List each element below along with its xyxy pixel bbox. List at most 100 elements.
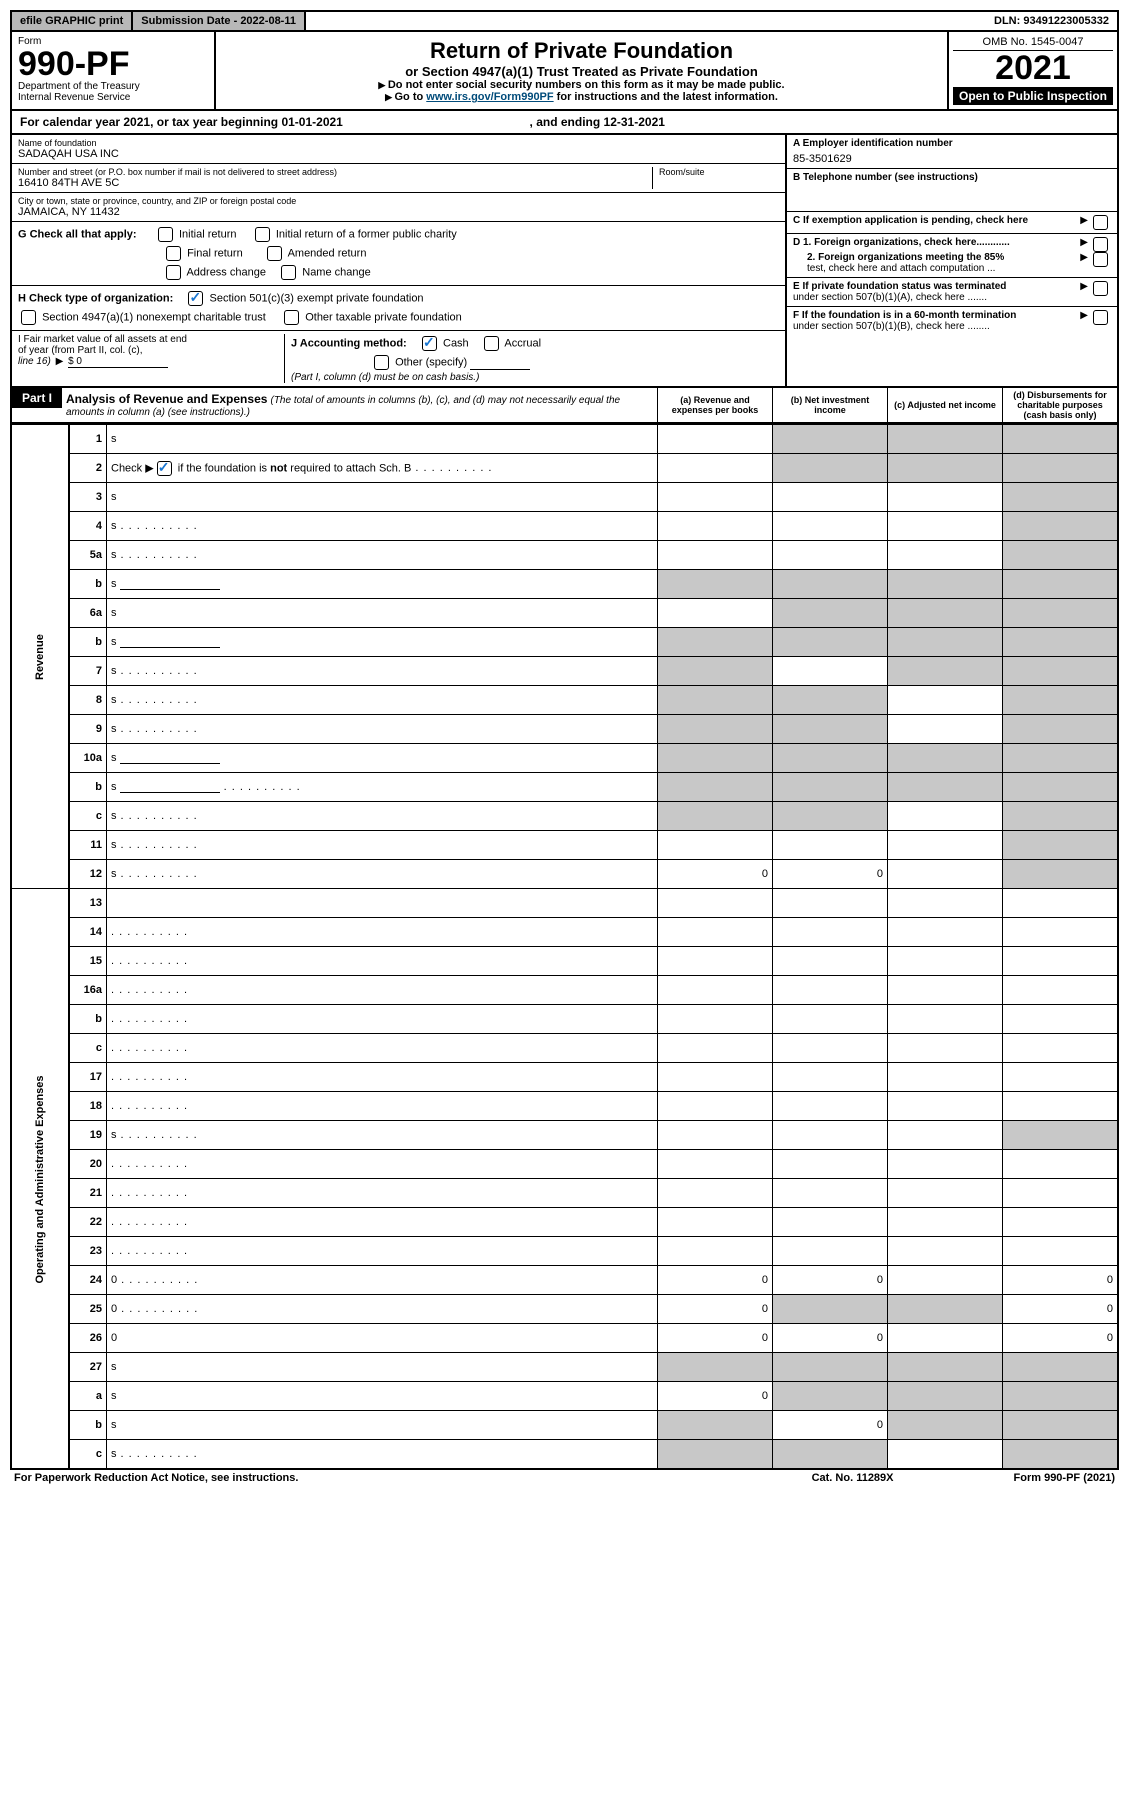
tri-icon: ▶ bbox=[1080, 310, 1088, 332]
line-number: c bbox=[69, 802, 107, 831]
table-cell: 0 bbox=[658, 1295, 773, 1324]
table-cell bbox=[773, 425, 888, 454]
table-row: 11s bbox=[11, 831, 1118, 860]
h-section: H Check type of organization: Section 50… bbox=[12, 286, 785, 331]
table-cell bbox=[658, 889, 773, 918]
cat-no: Cat. No. 11289X bbox=[812, 1472, 894, 1484]
fy-begin: 01-01-2021 bbox=[281, 115, 342, 129]
line-number: 4 bbox=[69, 512, 107, 541]
table-cell bbox=[773, 1237, 888, 1266]
line-number: c bbox=[69, 1034, 107, 1063]
fiscal-year-row: For calendar year 2021, or tax year begi… bbox=[10, 111, 1119, 135]
fy-end: 12-31-2021 bbox=[604, 115, 665, 129]
table-cell bbox=[888, 1237, 1003, 1266]
line-description: s bbox=[107, 802, 658, 831]
table-cell: 0 bbox=[658, 1266, 773, 1295]
schb-check[interactable] bbox=[157, 461, 172, 476]
i-line1: I Fair market value of all assets at end bbox=[18, 334, 278, 345]
line-number: 13 bbox=[69, 889, 107, 918]
tri-icon: ▶ bbox=[1080, 237, 1088, 252]
addr-label: Number and street (or P.O. box number if… bbox=[18, 167, 646, 177]
line-description: s bbox=[107, 715, 658, 744]
h-501c3-check[interactable] bbox=[188, 291, 203, 306]
top-spacer bbox=[306, 18, 986, 24]
line-description: s bbox=[107, 599, 658, 628]
header-right: OMB No. 1545-0047 2021 Open to Public In… bbox=[949, 32, 1117, 109]
j-accrual-check[interactable] bbox=[484, 336, 499, 351]
table-cell bbox=[1003, 889, 1119, 918]
table-cell bbox=[1003, 744, 1119, 773]
table-cell bbox=[1003, 1092, 1119, 1121]
table-cell bbox=[888, 889, 1003, 918]
line-description: s bbox=[107, 831, 658, 860]
table-cell bbox=[658, 1121, 773, 1150]
line-description bbox=[107, 1208, 658, 1237]
table-cell bbox=[658, 425, 773, 454]
foundation-name: SADAQAH USA INC bbox=[18, 148, 779, 160]
j-other-check[interactable] bbox=[374, 355, 389, 370]
line-number: 23 bbox=[69, 1237, 107, 1266]
g-amended-check[interactable] bbox=[267, 246, 282, 261]
line-description bbox=[107, 1237, 658, 1266]
table-row: c bbox=[11, 1034, 1118, 1063]
f-check[interactable] bbox=[1093, 310, 1108, 325]
form-ref: Form 990-PF (2021) bbox=[1014, 1472, 1115, 1484]
table-cell bbox=[658, 1063, 773, 1092]
j-other-blank[interactable] bbox=[470, 369, 530, 370]
table-cell bbox=[773, 889, 888, 918]
line-description: s bbox=[107, 1382, 658, 1411]
g-initial-return-check[interactable] bbox=[158, 227, 173, 242]
line-description bbox=[107, 889, 658, 918]
table-cell bbox=[658, 483, 773, 512]
table-cell bbox=[888, 773, 1003, 802]
h-4947-check[interactable] bbox=[21, 310, 36, 325]
table-cell bbox=[658, 1034, 773, 1063]
f-cell: F If the foundation is in a 60-month ter… bbox=[787, 307, 1117, 335]
j-cash: Cash bbox=[443, 337, 469, 349]
table-cell bbox=[1003, 1150, 1119, 1179]
table-cell bbox=[773, 1063, 888, 1092]
col-d-header: (d) Disbursements for charitable purpose… bbox=[1002, 388, 1117, 422]
irs-link[interactable]: www.irs.gov/Form990PF bbox=[426, 91, 553, 103]
table-cell bbox=[773, 1353, 888, 1382]
open-public-badge: Open to Public Inspection bbox=[953, 87, 1113, 105]
table-cell bbox=[658, 541, 773, 570]
tri-icon: ▶ bbox=[1080, 252, 1088, 274]
g-former-charity-check[interactable] bbox=[255, 227, 270, 242]
line-number: 24 bbox=[69, 1266, 107, 1295]
c-check[interactable] bbox=[1093, 215, 1108, 230]
table-row: 6as bbox=[11, 599, 1118, 628]
table-cell bbox=[773, 1121, 888, 1150]
col-c-header: (c) Adjusted net income bbox=[887, 388, 1002, 422]
g-final-return-check[interactable] bbox=[166, 246, 181, 261]
table-cell bbox=[773, 1295, 888, 1324]
table-cell bbox=[773, 831, 888, 860]
table-row: 10as bbox=[11, 744, 1118, 773]
line-description: s bbox=[107, 657, 658, 686]
table-cell bbox=[658, 802, 773, 831]
table-cell bbox=[1003, 802, 1119, 831]
g-name-change-check[interactable] bbox=[281, 265, 296, 280]
efile-label[interactable]: efile GRAPHIC print bbox=[12, 12, 133, 30]
table-cell bbox=[1003, 686, 1119, 715]
line-number: 6a bbox=[69, 599, 107, 628]
table-cell: 0 bbox=[773, 860, 888, 889]
table-cell: 0 bbox=[658, 860, 773, 889]
table-cell bbox=[888, 1266, 1003, 1295]
table-cell bbox=[1003, 1237, 1119, 1266]
d2-check[interactable] bbox=[1093, 252, 1108, 267]
e-check[interactable] bbox=[1093, 281, 1108, 296]
line-number: 1 bbox=[69, 425, 107, 454]
table-cell bbox=[773, 715, 888, 744]
j-cash-check[interactable] bbox=[422, 336, 437, 351]
g-address-change-check[interactable] bbox=[166, 265, 181, 280]
h-other-taxable-check[interactable] bbox=[284, 310, 299, 325]
table-cell bbox=[658, 1150, 773, 1179]
table-row: bs bbox=[11, 628, 1118, 657]
c-label: C If exemption application is pending, c… bbox=[793, 215, 1078, 230]
d1-check[interactable] bbox=[1093, 237, 1108, 252]
table-cell bbox=[888, 1324, 1003, 1353]
dept-irs: Internal Revenue Service bbox=[18, 92, 208, 103]
line-number: 20 bbox=[69, 1150, 107, 1179]
table-cell bbox=[1003, 1411, 1119, 1440]
